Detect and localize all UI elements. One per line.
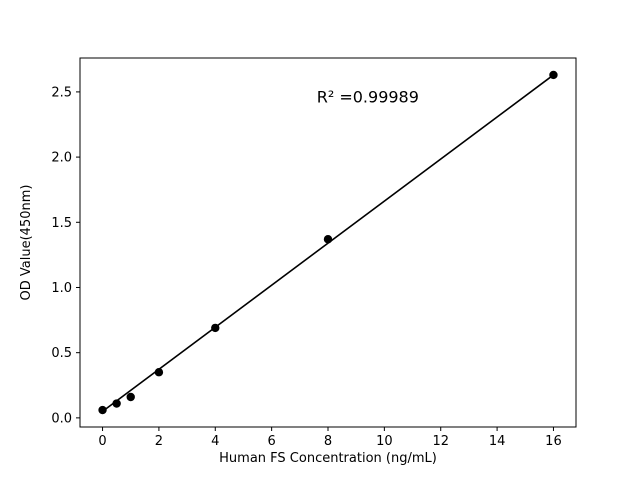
x-axis-tick-label: 14 [489, 434, 506, 449]
y-axis-tick-label: 0.0 [51, 411, 72, 426]
data-point [549, 70, 558, 80]
data-point [126, 392, 135, 402]
y-axis-tick-label: 2.5 [51, 85, 72, 100]
data-point [154, 368, 164, 377]
y-axis-tick-label: 1.5 [51, 216, 72, 231]
data-point [211, 323, 220, 333]
data-point [323, 235, 333, 244]
x-axis-tick-label: 8 [324, 434, 332, 449]
x-axis-tick-label: 16 [545, 434, 562, 449]
x-axis-title: Human FS Concentration (ng/mL) [219, 451, 437, 466]
y-axis-tick-label: 0.5 [51, 346, 72, 361]
y-axis-tick-label: 1.0 [51, 281, 72, 296]
r-squared-annotation: R² =0.99989 [317, 87, 419, 106]
x-axis-tick-label: 0 [98, 434, 106, 449]
x-axis-tick-label: 4 [211, 434, 219, 449]
x-axis-tick-label: 10 [376, 434, 393, 449]
data-point [98, 405, 107, 415]
x-axis-tick-label: 12 [432, 434, 449, 449]
x-axis-tick-label: 6 [267, 434, 275, 449]
data-point [112, 399, 121, 408]
y-axis-tick-label: 2.0 [51, 151, 72, 166]
x-axis-tick-label: 2 [155, 434, 163, 449]
y-axis-title: OD Value(450nm) [19, 185, 34, 301]
